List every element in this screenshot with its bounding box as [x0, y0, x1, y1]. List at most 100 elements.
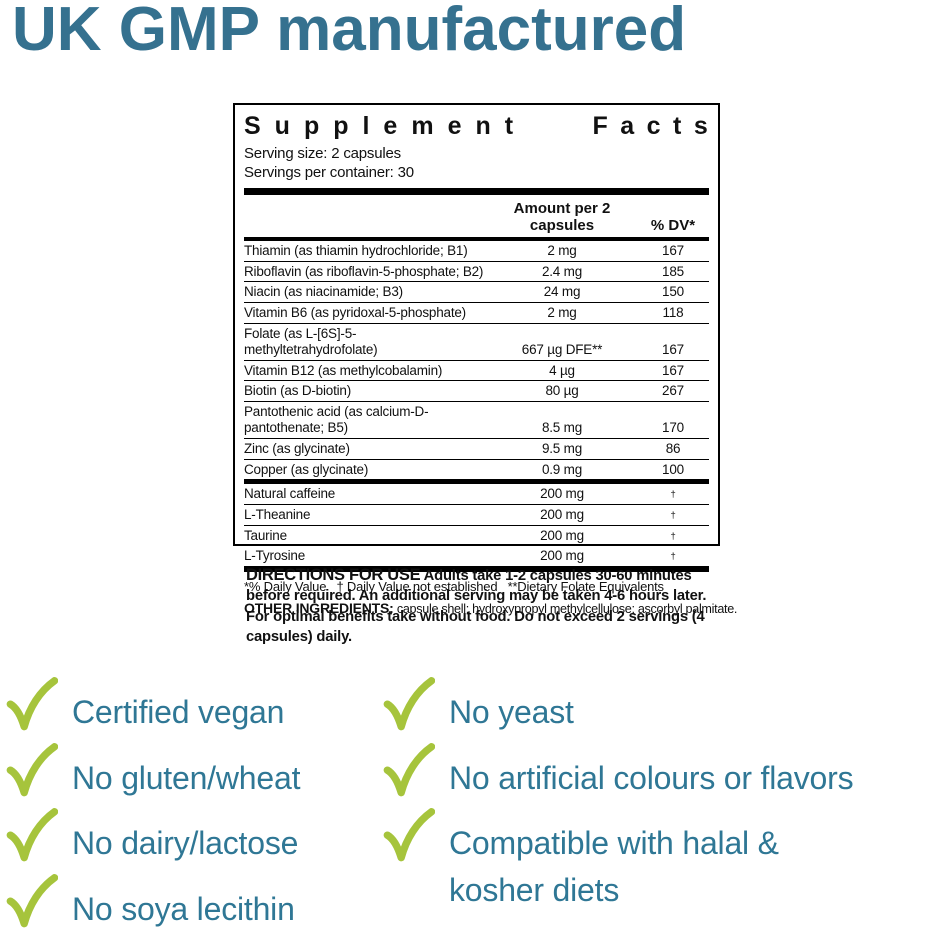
- divider-medium: [244, 237, 709, 242]
- checklist-item: Certified vegan: [6, 676, 378, 736]
- nutrient-name: Zinc (as glycinate): [244, 440, 350, 456]
- nutrient-row: Biotin (as D-biotin) 80 µg 267: [244, 380, 709, 401]
- nutrient-name: Taurine: [244, 527, 287, 543]
- nutrient-row: Niacin (as niacinamide; B3) 24 mg 150: [244, 281, 709, 302]
- checklist-label: No soya lecithin: [72, 891, 295, 928]
- divider-section: [244, 479, 709, 485]
- checklist-item: No yeast: [383, 676, 943, 736]
- nutrient-dv: 170: [662, 420, 684, 436]
- directions-text: Adults take 1-2 capsules 30-60 minutes b…: [246, 568, 707, 645]
- nutrient-amount: 200 mg: [540, 507, 584, 523]
- nutrient-amount: 667 µg DFE**: [521, 342, 603, 358]
- checklist-left-column: Certified vegan No gluten/wheat No dairy/l…: [6, 676, 378, 939]
- nutrient-name: Biotin (as D-biotin): [244, 383, 352, 399]
- facts-header-amount: Amount per 2 capsules: [513, 200, 611, 235]
- directions-for-use: DIRECTIONS FOR USE Adults take 1-2 capsu…: [246, 564, 728, 647]
- checklist-item: No gluten/wheat: [6, 742, 378, 802]
- nutrient-amount: 2 mg: [547, 243, 577, 259]
- facts-footnote: *% Daily Value † Daily Value not establi…: [244, 579, 664, 595]
- supplement-facts-title-word1: Supplement: [244, 113, 528, 140]
- check-icon-box: [383, 676, 436, 734]
- nutrient-name: L-Theanine: [244, 507, 311, 523]
- nutrient-amount: 4 µg: [549, 362, 575, 378]
- nutrient-name: Vitamin B12 (as methylcobalamin): [244, 362, 443, 378]
- nutrient-name: Copper (as glycinate): [244, 461, 369, 477]
- check-icon: [6, 874, 59, 928]
- nutrient-row: Copper (as glycinate) 0.9 mg 100: [244, 458, 709, 480]
- nutrient-dv: 267: [662, 383, 684, 399]
- checklist-label: No yeast: [449, 694, 574, 730]
- nutrient-rows: Thiamin (as thiamin hydrochloride; B1) 2 …: [244, 241, 709, 479]
- supplement-facts-panel: Supplement Facts Serving size: 2 capsule…: [233, 103, 737, 616]
- nutrient-row: Vitamin B6 (as pyridoxal-5-phosphate) 2 m…: [244, 302, 709, 323]
- nutrient-dv: †: [670, 510, 676, 522]
- facts-header-row: Amount per 2 capsules % DV*: [244, 195, 709, 237]
- nutrient-dv: 167: [662, 362, 684, 378]
- nutrient-dv: †: [670, 551, 676, 563]
- supplement-facts-title-word2: Facts: [592, 113, 709, 140]
- servings-per-container: Servings per container: 30: [244, 164, 414, 182]
- check-icon: [6, 742, 59, 797]
- other-ingredients: OTHER INGREDIENTS: capsule shell: hydrox…: [244, 600, 737, 617]
- check-icon-box: [6, 807, 59, 865]
- nutrient-amount: 2.4 mg: [541, 263, 583, 279]
- nutrient-name: Vitamin B6 (as pyridoxal-5-phosphate): [244, 305, 466, 321]
- other-ingredients-label: OTHER INGREDIENTS:: [244, 600, 394, 617]
- nutrient-name: Thiamin (as thiamin hydrochloride; B1): [244, 243, 468, 259]
- divider-thick: [244, 188, 709, 196]
- checklist-item: Compatible with halal & kosher diets: [383, 807, 943, 913]
- nutrient-dv: 150: [662, 284, 684, 300]
- nutrient-dv: 118: [662, 305, 684, 321]
- nutrient-amount: 80 µg: [545, 383, 579, 399]
- check-icon: [6, 677, 59, 731]
- nutrient-amount: 9.5 mg: [541, 440, 583, 456]
- check-icon-box: [383, 807, 436, 865]
- nutrient-amount: 200 mg: [540, 527, 584, 543]
- nutrient-row: Folate (as L-[6S]-5-methyltetrahydrofola…: [244, 322, 709, 360]
- nutrient-name: Niacin (as niacinamide; B3): [244, 284, 403, 300]
- nutrient-row: Pantothenic acid (as calcium-D-pantothen…: [244, 401, 709, 438]
- check-icon: [383, 742, 436, 797]
- checklist-label: Compatible with halal & kosher diets: [449, 825, 779, 909]
- checklist-label: Certified vegan: [72, 694, 285, 730]
- nutrient-dv: †: [670, 489, 676, 501]
- check-icon-box: [6, 676, 59, 734]
- nutrient-row: L-Tyrosine 200 mg †: [244, 545, 709, 566]
- nutrient-amount: 2 mg: [547, 305, 577, 321]
- divider-bottom: [244, 566, 709, 573]
- nutrient-name: Pantothenic acid (as calcium-D-pantothen…: [244, 404, 429, 436]
- nutrient-dv: †: [670, 530, 676, 542]
- nutrient-dv: 185: [662, 263, 684, 279]
- checklist-right-column: No yeast No artificial colours or flavors…: [383, 676, 943, 920]
- nutrient-name: L-Tyrosine: [244, 548, 306, 564]
- nutrient-row: Taurine 200 mg †: [244, 524, 709, 546]
- check-icon: [383, 808, 436, 862]
- nutrient-row: Vitamin B12 (as methylcobalamin) 4 µg 167: [244, 359, 709, 381]
- checklist-item: No dairy/lactose: [6, 807, 378, 867]
- nutrient-row: Natural caffeine 200 mg †: [244, 484, 709, 504]
- nutrient-dv: 100: [662, 461, 684, 477]
- check-icon: [6, 808, 59, 862]
- nutrient-row: Zinc (as glycinate) 9.5 mg 86: [244, 437, 709, 459]
- check-icon-box: [6, 873, 59, 931]
- checklist-item: No artificial colours or flavors: [383, 742, 943, 802]
- nutrient-amount: 0.9 mg: [541, 461, 583, 477]
- nutrient-dv: 167: [662, 243, 684, 259]
- check-icon-box: [6, 742, 59, 800]
- other-ingredients-text: capsule shell: hydroxypropyl methylcellu…: [393, 602, 738, 617]
- nutrient-row: L-Theanine 200 mg †: [244, 504, 709, 525]
- facts-header-dv: % DV*: [650, 217, 696, 235]
- nutrient-name: Riboflavin (as riboflavin-5-phosphate; B…: [244, 263, 484, 279]
- nutrient-dv: 86: [665, 440, 681, 456]
- supplement-facts-title: Supplement Facts: [244, 113, 709, 141]
- checklist-label: No dairy/lactose: [72, 825, 299, 862]
- nutrient-amount: 200 mg: [540, 486, 584, 502]
- nutrient-amount: 200 mg: [540, 548, 584, 564]
- check-icon-box: [383, 742, 436, 800]
- nutrient-amount: 8.5 mg: [541, 420, 583, 436]
- nutrient-name: Natural caffeine: [244, 486, 336, 502]
- check-icon: [383, 677, 436, 731]
- nutrient-row: Thiamin (as thiamin hydrochloride; B1) 2 …: [244, 241, 709, 261]
- serving-size: Serving size: 2 capsules: [244, 144, 401, 162]
- nutrient-row: Riboflavin (as riboflavin-5-phosphate; B…: [244, 260, 709, 282]
